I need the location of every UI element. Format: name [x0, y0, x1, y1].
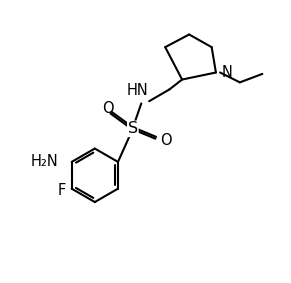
Text: F: F — [57, 183, 65, 198]
Text: HN: HN — [127, 83, 149, 98]
Text: O: O — [102, 101, 114, 116]
Text: O: O — [160, 133, 172, 148]
Text: N: N — [221, 65, 233, 80]
Text: S: S — [128, 121, 138, 136]
Text: H₂N: H₂N — [30, 155, 58, 170]
